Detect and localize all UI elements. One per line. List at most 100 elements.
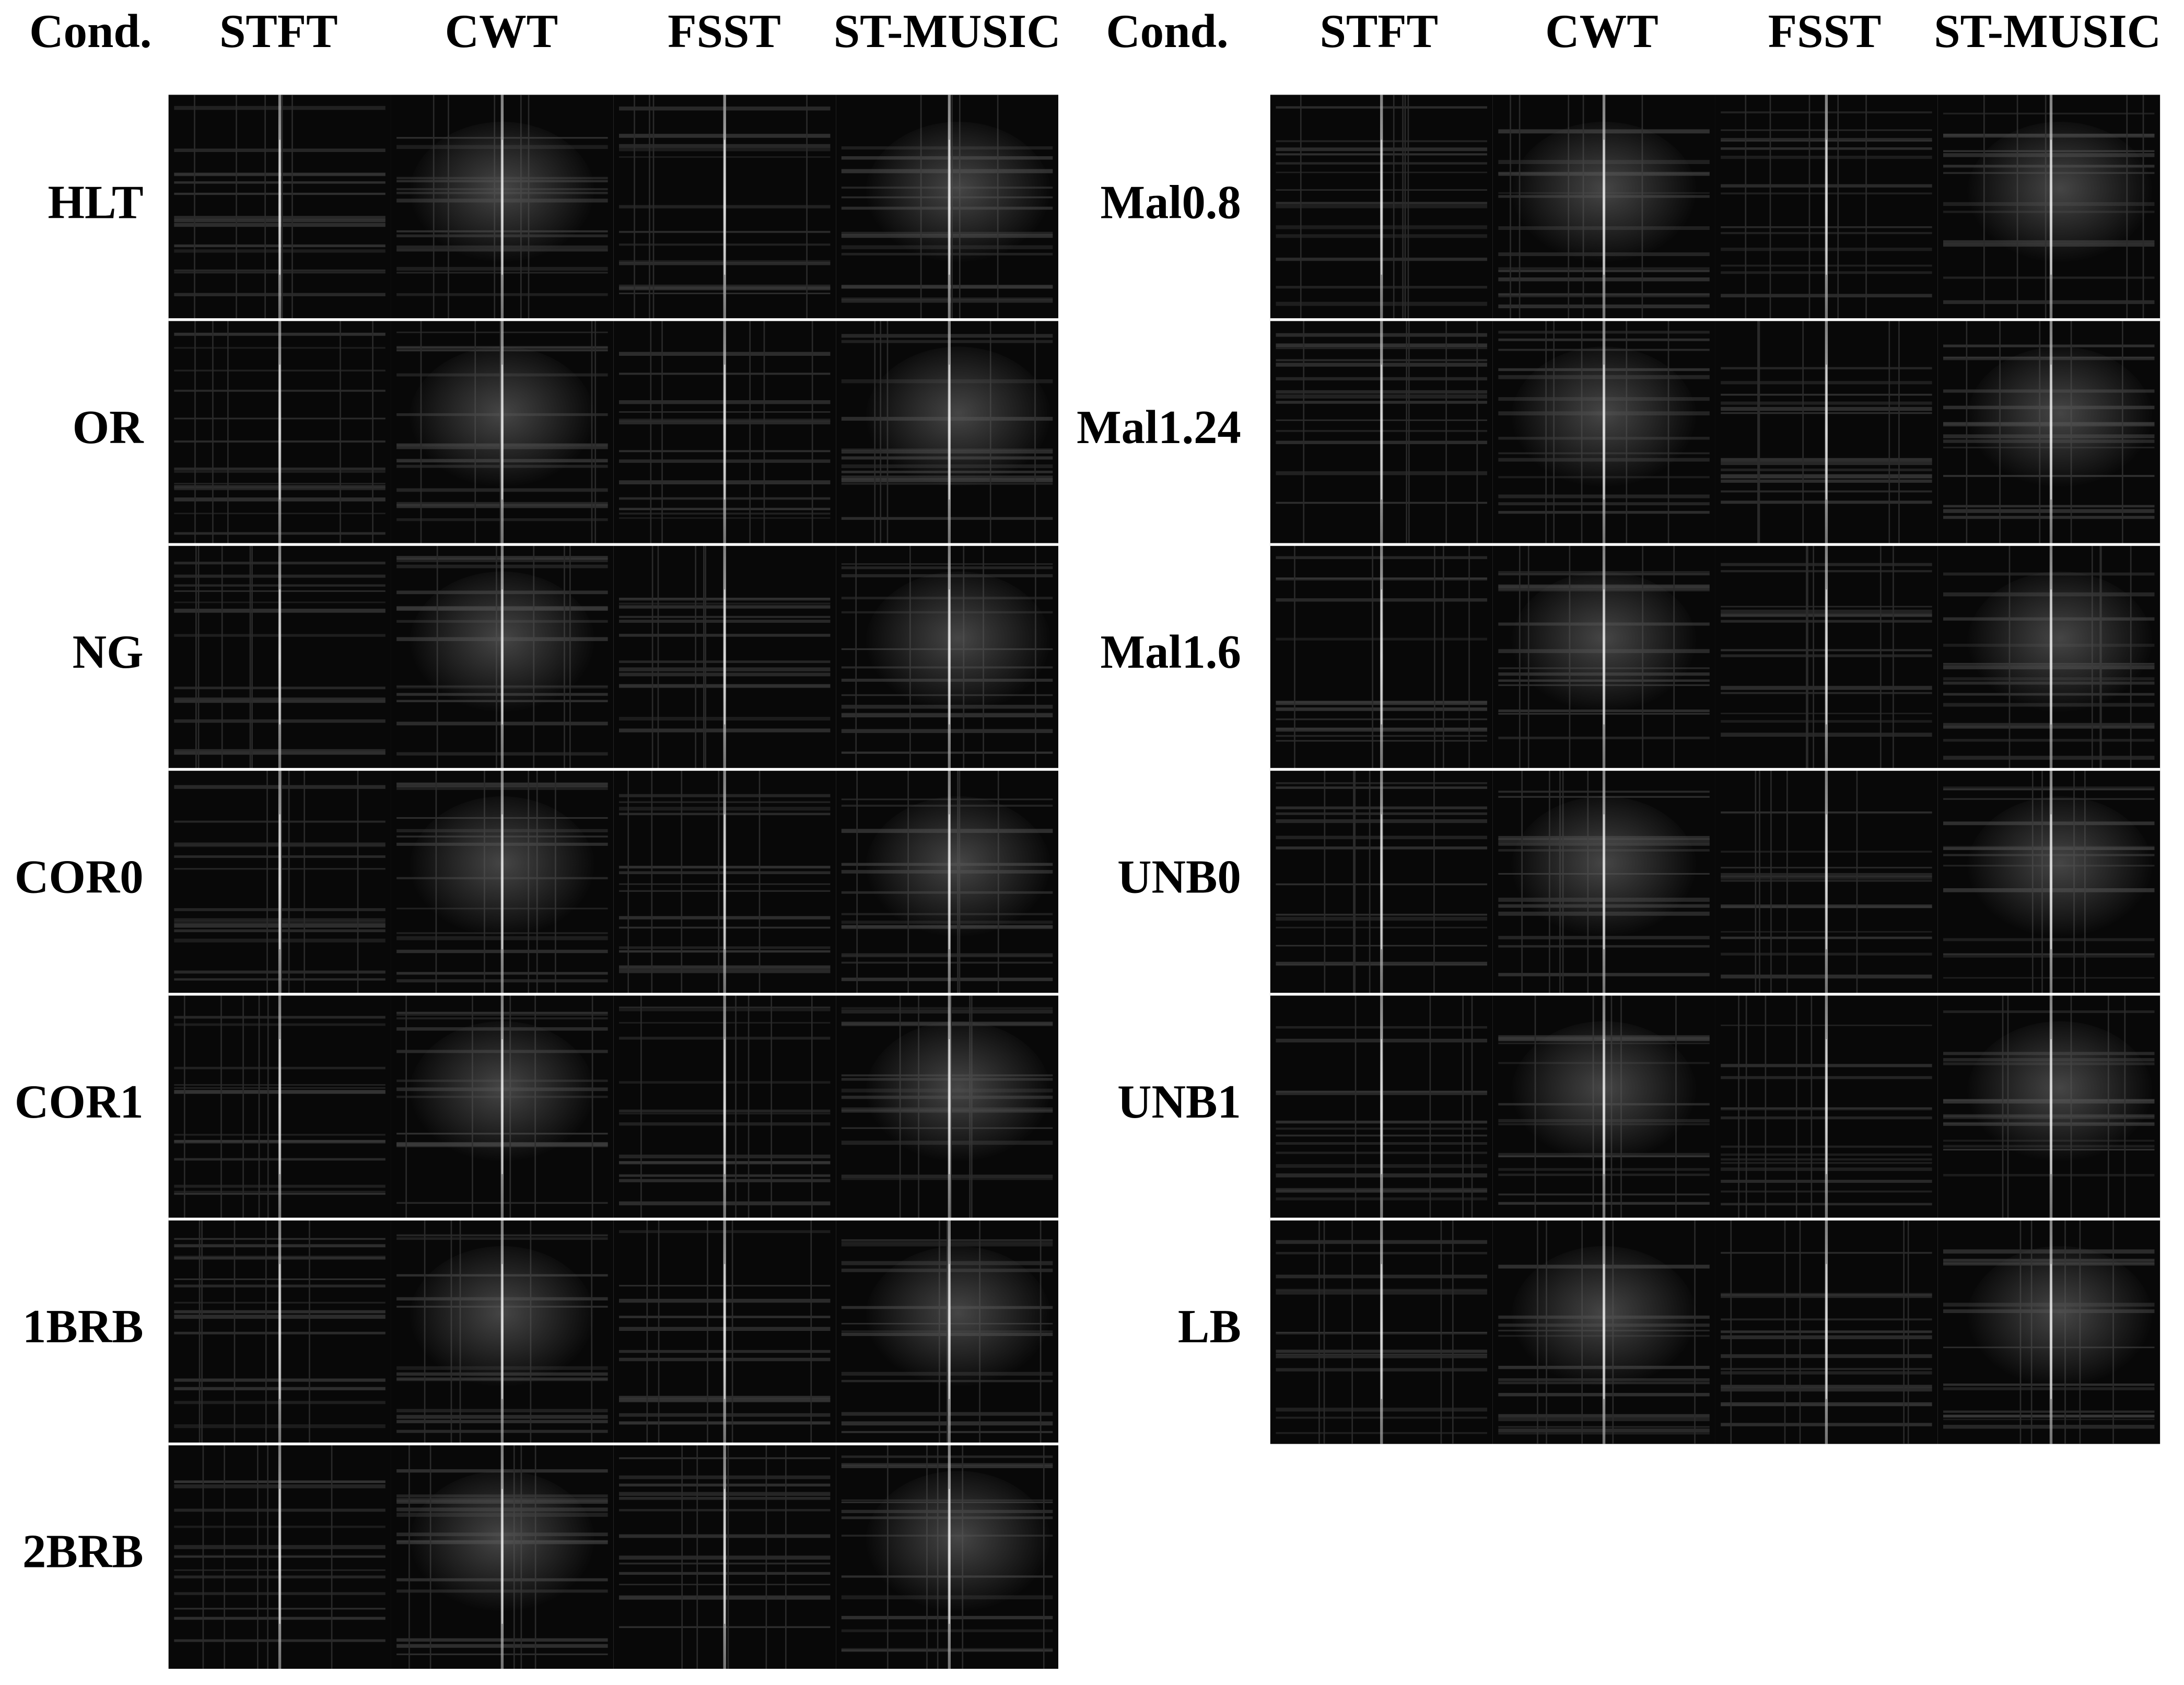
texture <box>197 544 200 770</box>
texture <box>1802 319 1804 545</box>
row-label: 2BRB <box>22 1525 144 1578</box>
spectrogram-row <box>168 1442 1058 1669</box>
texture <box>1826 140 1827 275</box>
texture <box>357 769 359 994</box>
texture <box>1888 319 1890 545</box>
texture <box>1381 1039 1382 1175</box>
spectrogram-row <box>168 1217 1058 1444</box>
texture <box>1837 95 1839 320</box>
texture <box>661 319 663 545</box>
texture <box>865 571 1052 720</box>
row-label: LB <box>1178 1300 1241 1353</box>
texture <box>1943 1425 2155 1429</box>
texture <box>949 1489 950 1624</box>
texture <box>198 1219 201 1444</box>
texture <box>242 994 244 1219</box>
texture <box>1943 112 2155 114</box>
texture <box>1351 1219 1353 1444</box>
texture <box>2050 1264 2052 1399</box>
texture <box>501 589 503 725</box>
texture <box>501 1264 503 1399</box>
texture <box>501 814 503 949</box>
row-separator <box>168 993 1058 996</box>
spectrogram-row <box>1270 1217 2160 1444</box>
texture <box>1758 319 1760 545</box>
spectrogram-row <box>168 95 1058 320</box>
texture <box>256 1444 259 1669</box>
texture <box>2050 364 2052 500</box>
texture <box>1966 319 1968 545</box>
texture <box>1770 769 1772 994</box>
texture <box>1510 95 1511 320</box>
texture <box>501 364 503 500</box>
texture <box>763 319 765 545</box>
texture <box>267 1444 268 1669</box>
texture <box>2050 814 2052 949</box>
texture <box>279 589 281 725</box>
texture <box>949 1039 950 1175</box>
texture <box>1856 769 1858 994</box>
texture <box>1404 95 1406 320</box>
texture <box>841 1465 1053 1468</box>
texture <box>1893 544 1894 770</box>
texture <box>696 1444 698 1669</box>
texture <box>1452 1219 1454 1444</box>
texture <box>221 544 223 770</box>
row-label: COR1 <box>15 1075 144 1128</box>
texture <box>1402 95 1404 320</box>
texture <box>1826 1039 1827 1175</box>
column-header: CWT <box>445 5 558 57</box>
texture <box>1353 769 1354 994</box>
texture <box>810 1219 812 1444</box>
texture <box>1300 95 1302 320</box>
texture <box>1745 994 1747 1219</box>
row-label: Mal0.8 <box>1100 176 1241 228</box>
texture <box>651 769 653 994</box>
texture <box>1393 95 1395 320</box>
row-label: COR0 <box>15 850 144 903</box>
texture <box>651 544 653 770</box>
texture <box>194 319 196 545</box>
texture <box>267 994 269 1219</box>
texture <box>1943 786 2155 791</box>
texture <box>770 994 773 1219</box>
texture <box>2050 1039 2052 1175</box>
texture <box>1434 544 1435 770</box>
texture <box>1865 95 1867 320</box>
texture <box>1903 1219 1905 1444</box>
texture <box>1759 769 1760 994</box>
texture <box>1966 346 2154 495</box>
texture <box>724 1264 726 1399</box>
texture <box>331 1444 333 1669</box>
texture <box>1943 516 2155 519</box>
texture <box>949 140 950 275</box>
row-label: HLT <box>48 176 144 228</box>
texture <box>841 285 1053 289</box>
spectrogram-row <box>168 768 1058 994</box>
column-header: FSST <box>668 5 781 57</box>
texture <box>291 95 293 320</box>
texture <box>281 769 282 994</box>
texture <box>1943 276 2155 279</box>
texture <box>748 994 750 1219</box>
texture <box>2050 589 2052 725</box>
texture <box>288 769 290 994</box>
texture <box>841 955 1053 957</box>
texture <box>627 769 629 994</box>
column-header: STFT <box>1319 5 1438 57</box>
texture <box>841 334 1053 338</box>
texture <box>735 994 737 1219</box>
texture <box>841 961 1053 964</box>
texture <box>765 1444 767 1669</box>
texture <box>1966 571 2154 720</box>
texture <box>646 1219 648 1444</box>
spectrogram-row <box>168 318 1058 545</box>
texture <box>695 544 697 770</box>
texture <box>183 994 185 1219</box>
row-separator <box>1270 993 2160 996</box>
texture <box>1943 726 2155 729</box>
texture <box>1755 769 1757 994</box>
texture <box>841 563 1053 565</box>
texture <box>856 769 858 994</box>
texture <box>865 1021 1052 1170</box>
